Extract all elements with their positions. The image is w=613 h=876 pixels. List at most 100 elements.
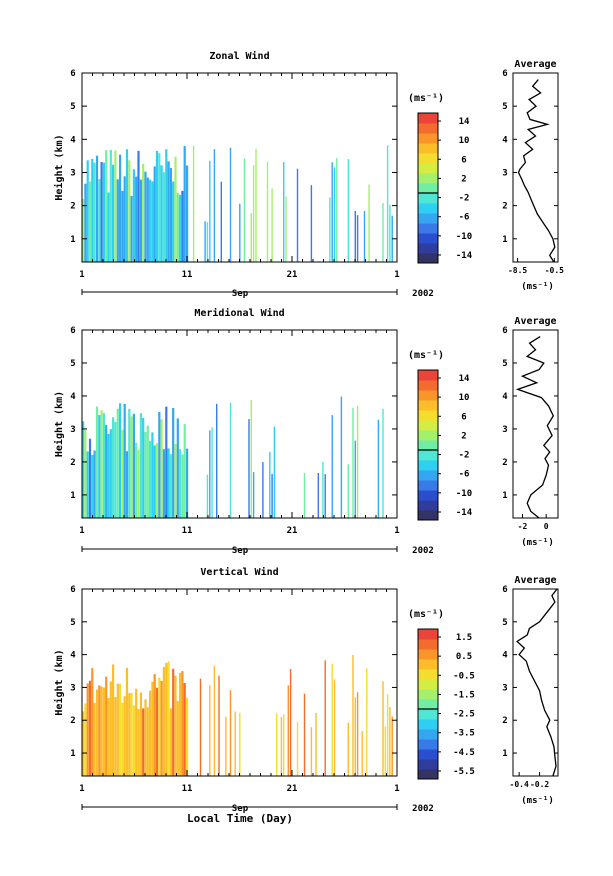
y-tick-label: 5 bbox=[70, 618, 75, 628]
month-label: Sep bbox=[232, 546, 249, 556]
colorbar-tick-label: -4.5 bbox=[453, 748, 475, 758]
average-x-tick-label: 0 bbox=[544, 522, 549, 531]
colorbar-frame bbox=[417, 369, 439, 521]
heat-strip bbox=[229, 690, 232, 776]
average-profile-line bbox=[517, 79, 556, 263]
heat-strip bbox=[125, 667, 129, 776]
heat-strip bbox=[225, 716, 227, 776]
x-tick-label: 11 bbox=[182, 526, 193, 536]
heat-strip bbox=[105, 676, 108, 776]
heat-strip bbox=[86, 160, 89, 262]
heat-strip bbox=[144, 432, 147, 518]
heat-strip bbox=[347, 159, 349, 262]
colorbar-swatch bbox=[418, 390, 438, 401]
heat-strip bbox=[93, 702, 96, 776]
heat-strip bbox=[273, 426, 276, 518]
heat-strip bbox=[112, 664, 115, 776]
heat-strip bbox=[132, 169, 135, 262]
heat-strip bbox=[102, 162, 105, 262]
heat-strip bbox=[125, 149, 129, 262]
heat-strip bbox=[269, 451, 271, 518]
heat-strip bbox=[239, 712, 241, 776]
heat-strip bbox=[137, 708, 140, 776]
average-title: Average bbox=[514, 575, 556, 586]
heat-strip bbox=[84, 430, 87, 518]
heat-strip bbox=[324, 660, 326, 776]
colorbar-swatch bbox=[418, 659, 438, 670]
heat-strip bbox=[283, 714, 285, 776]
heat-strip bbox=[218, 675, 220, 776]
heat-strip bbox=[296, 721, 299, 776]
heat-strip bbox=[356, 215, 359, 262]
colorbar-tick-label: -14 bbox=[456, 251, 473, 261]
heat-strip bbox=[158, 412, 161, 518]
colorbar-frame bbox=[417, 112, 439, 264]
heat-strip bbox=[135, 176, 138, 262]
average-y-tick-label: 1 bbox=[502, 749, 507, 759]
heat-strip bbox=[206, 474, 209, 518]
average-y-tick-label: 3 bbox=[502, 425, 507, 435]
heat-strip bbox=[181, 454, 184, 518]
average-x-tick-label: -8.5 bbox=[508, 266, 527, 275]
heat-strip bbox=[356, 405, 359, 518]
colorbar-swatch bbox=[418, 679, 438, 690]
heat-strip bbox=[109, 150, 112, 262]
heat-strip bbox=[176, 701, 179, 776]
heat-strip bbox=[331, 663, 333, 776]
heat-strip bbox=[289, 669, 292, 776]
y-tick-label: 5 bbox=[70, 359, 75, 369]
colorbar-swatch bbox=[418, 729, 438, 740]
heat-strip bbox=[186, 448, 189, 518]
heat-strip bbox=[146, 425, 149, 518]
heat-strip bbox=[158, 153, 161, 262]
heat-strip bbox=[135, 442, 138, 518]
heat-strip bbox=[386, 694, 389, 776]
colorbar-swatch bbox=[418, 233, 438, 244]
heat-strip bbox=[315, 713, 317, 776]
heat-strip bbox=[183, 146, 186, 262]
heat-strip bbox=[82, 199, 85, 262]
heat-strip bbox=[155, 687, 159, 776]
colorbar-swatch bbox=[418, 749, 438, 760]
heat-strip bbox=[144, 171, 147, 262]
heat-strip bbox=[250, 400, 252, 518]
heat-strip bbox=[88, 181, 92, 262]
heat-strip bbox=[93, 162, 96, 262]
heat-strip bbox=[132, 705, 135, 776]
average-y-tick-label: 5 bbox=[502, 618, 507, 628]
colorbar-tick-label: -6 bbox=[459, 470, 470, 480]
heat-strip bbox=[107, 192, 110, 262]
heat-strip bbox=[139, 179, 142, 262]
average-y-tick-label: 4 bbox=[502, 392, 508, 402]
heat-strip bbox=[153, 166, 156, 262]
heat-strip bbox=[91, 668, 94, 776]
colorbar-frame bbox=[417, 628, 439, 780]
heat-strip bbox=[142, 417, 145, 518]
average-y-tick-label: 5 bbox=[502, 102, 507, 112]
y-tick-label: 5 bbox=[70, 102, 75, 112]
heat-strip bbox=[167, 161, 170, 262]
heat-strip bbox=[105, 425, 108, 518]
heat-strip bbox=[209, 430, 211, 518]
heat-strip bbox=[165, 662, 168, 776]
heat-strip bbox=[340, 396, 343, 518]
x-tick-label: 1 bbox=[394, 270, 399, 280]
average-frame bbox=[512, 72, 559, 263]
heat-strip bbox=[93, 450, 96, 518]
colorbar-swatch bbox=[418, 639, 438, 650]
heat-strip bbox=[155, 443, 159, 518]
heat-strip bbox=[199, 678, 202, 776]
year-label: 2002 bbox=[412, 289, 434, 299]
heat-strip bbox=[389, 707, 391, 776]
heat-strip bbox=[347, 464, 349, 518]
heat-strip bbox=[183, 683, 186, 776]
chart-title: Meridional Wind bbox=[194, 307, 284, 319]
x-tick-label: 1 bbox=[394, 784, 399, 794]
heat-strip bbox=[169, 454, 172, 518]
colorbar-swatch bbox=[418, 440, 438, 451]
heat-strip bbox=[354, 697, 356, 776]
colorbar-swatch bbox=[418, 500, 438, 511]
heat-strip bbox=[352, 655, 354, 776]
average-y-tick-label: 4 bbox=[502, 135, 508, 145]
